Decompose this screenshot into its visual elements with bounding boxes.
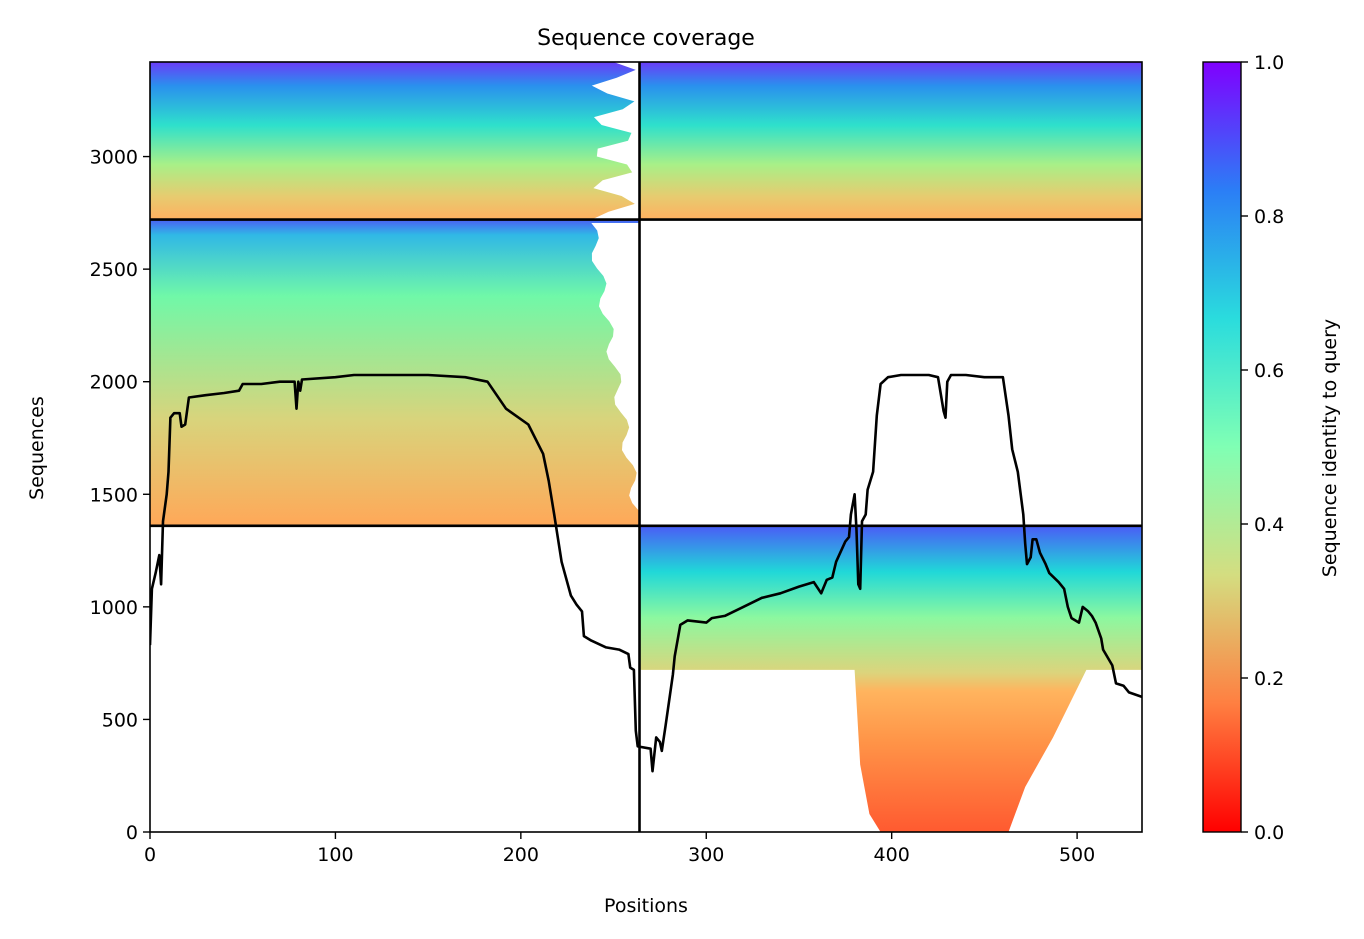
x-tick-label: 100: [317, 844, 353, 866]
x-axis: 0 100 200 300 400 500: [144, 832, 1095, 866]
chart-title: Sequence coverage: [537, 26, 755, 51]
uncovered-region-4: [1008, 669, 1142, 832]
y-axis-label: Sequences: [26, 396, 48, 500]
colorbar-tick-label: 1.0: [1254, 52, 1284, 74]
colorbar-label: Sequence identity to query: [1319, 319, 1341, 577]
uncovered-region-2: [591, 62, 640, 220]
y-tick-label: 1000: [90, 597, 138, 619]
heatmap-block-1: [150, 62, 640, 220]
heatmap-block-2: [639, 62, 1142, 220]
colorbar-axis: 0.0 0.2 0.4 0.6 0.8 1.0: [1241, 52, 1284, 844]
colorbar: [1202, 61, 1242, 833]
heatmap-block-3: [150, 219, 640, 526]
uncovered-region-3: [639, 669, 881, 832]
coverage-line: [150, 373, 1142, 773]
x-tick-label: 500: [1059, 844, 1095, 866]
y-tick-label: 3000: [90, 147, 138, 169]
y-tick-label: 1500: [90, 484, 138, 506]
x-tick-label: 300: [688, 844, 724, 866]
colorbar-tick-label: 0.4: [1254, 514, 1284, 536]
colorbar-tick-label: 0.2: [1254, 668, 1284, 690]
coverage-heatmap: [150, 62, 1142, 832]
uncovered-region-1: [591, 222, 644, 526]
x-axis-label: Positions: [604, 895, 688, 917]
y-tick-label: 2000: [90, 372, 138, 394]
x-tick-label: 400: [874, 844, 910, 866]
colorbar-tick-label: 0.0: [1254, 822, 1284, 844]
plot-frame: [149, 61, 1143, 833]
block-dividers: [150, 62, 1142, 832]
y-tick-label: 2500: [90, 259, 138, 281]
y-axis: 0 500 1000 1500 2000 2500 3000: [90, 147, 150, 844]
colorbar-tick-label: 0.6: [1254, 360, 1284, 382]
y-tick-label: 0: [126, 822, 138, 844]
colorbar-tick-label: 0.8: [1254, 206, 1284, 228]
y-tick-label: 500: [102, 709, 138, 731]
coverage-line-layer: [150, 373, 1142, 773]
x-tick-label: 0: [144, 844, 156, 866]
x-tick-label: 200: [503, 844, 539, 866]
